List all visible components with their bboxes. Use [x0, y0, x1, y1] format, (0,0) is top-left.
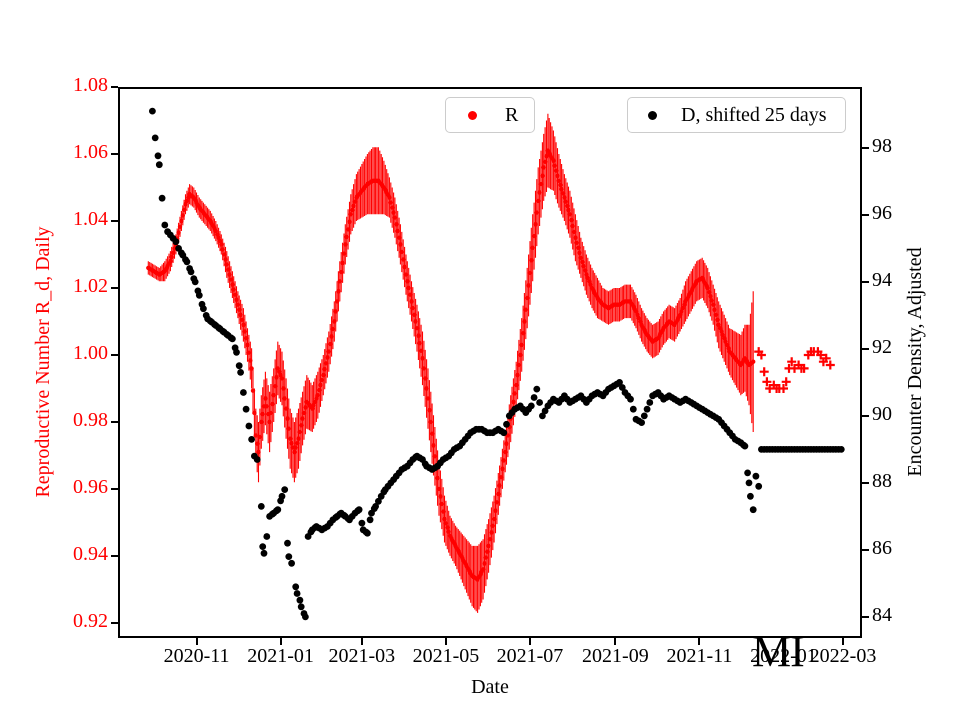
x-tick-mark	[782, 638, 785, 645]
y-axis-title-right: Encounter Density, Adjusted	[904, 247, 926, 477]
y-left-tick-label: 1.04	[73, 207, 108, 230]
y-left-tick-mark	[111, 152, 118, 155]
y-right-tick-mark	[862, 548, 869, 551]
x-tick-mark	[698, 638, 701, 645]
y-left-tick-label: 1.08	[73, 74, 108, 96]
legend-d-label: D, shifted 25 days	[681, 103, 827, 126]
y-right-tick-mark	[862, 481, 869, 484]
chart-canvas	[118, 87, 862, 638]
y-left-tick-mark	[111, 353, 118, 356]
y-right-tick-mark	[862, 414, 869, 417]
y-left-tick-mark	[111, 621, 118, 624]
x-tick-label: 2021-07	[496, 645, 564, 667]
series-R (late, plus markers)	[754, 347, 835, 393]
x-tick-label: 2021-05	[412, 645, 480, 667]
x-tick-mark	[842, 638, 845, 645]
plot-spines	[118, 87, 862, 638]
y-right-tick-label: 92	[872, 335, 892, 358]
y-left-tick-label: 1.02	[73, 274, 108, 297]
y-right-tick-mark	[862, 213, 869, 216]
y-right-tick-mark	[862, 615, 869, 618]
y-right-tick-label: 90	[872, 402, 892, 425]
state-annotation: MI	[752, 627, 805, 676]
y-left-tick-mark	[111, 219, 118, 222]
y-right-tick-mark	[862, 347, 869, 350]
x-tick-mark	[279, 638, 282, 645]
r-series-marker-icon	[468, 110, 477, 120]
series-R	[146, 113, 756, 613]
x-tick-mark	[195, 638, 198, 645]
x-tick-label: 2021-01	[247, 645, 314, 667]
y-left-tick-label: 0.94	[73, 542, 108, 565]
x-tick-label: 2021-11	[666, 645, 733, 667]
y-right-tick-label: 88	[872, 469, 892, 492]
legend-r: R	[445, 97, 535, 133]
x-tick-mark	[444, 638, 447, 645]
x-tick-label: 2021-09	[582, 645, 649, 667]
y-right-tick-mark	[862, 280, 869, 283]
x-tick-mark	[614, 638, 617, 645]
y-right-tick-label: 94	[872, 268, 892, 291]
y-left-tick-mark	[111, 420, 118, 423]
y-left-tick-mark	[111, 487, 118, 490]
y-right-tick-mark	[862, 146, 869, 149]
y-left-tick-label: 0.98	[73, 408, 108, 431]
x-tick-label: 2022-01	[750, 645, 817, 667]
y-left-tick-label: 1.06	[73, 140, 108, 163]
series-D, shifted 25 days	[149, 107, 845, 621]
x-tick-label: 2021-03	[328, 645, 396, 667]
x-tick-label: 2022-03	[809, 645, 877, 667]
x-tick-mark	[528, 638, 531, 645]
x-tick-label: 2020-11	[163, 645, 230, 667]
y-left-tick-label: 0.96	[73, 475, 108, 498]
d-series-marker-icon	[648, 110, 657, 120]
y-left-tick-label: 1.00	[73, 341, 108, 364]
y-right-tick-label: 98	[872, 134, 892, 157]
legend-d: D, shifted 25 days	[627, 97, 846, 133]
x-tick-mark	[360, 638, 363, 645]
y-left-tick-mark	[111, 86, 118, 88]
legend-r-label: R	[505, 103, 519, 126]
y-left-tick-label: 0.92	[73, 609, 108, 632]
y-left-tick-mark	[111, 554, 118, 557]
y-right-tick-label: 96	[872, 201, 892, 224]
y-axis-title-left: Reproductive Number R_d, Daily	[32, 226, 54, 498]
y-right-tick-label: 86	[872, 536, 892, 559]
x-axis-title: Date	[471, 676, 509, 698]
y-left-tick-mark	[111, 286, 118, 289]
y-right-tick-label: 84	[872, 603, 892, 626]
